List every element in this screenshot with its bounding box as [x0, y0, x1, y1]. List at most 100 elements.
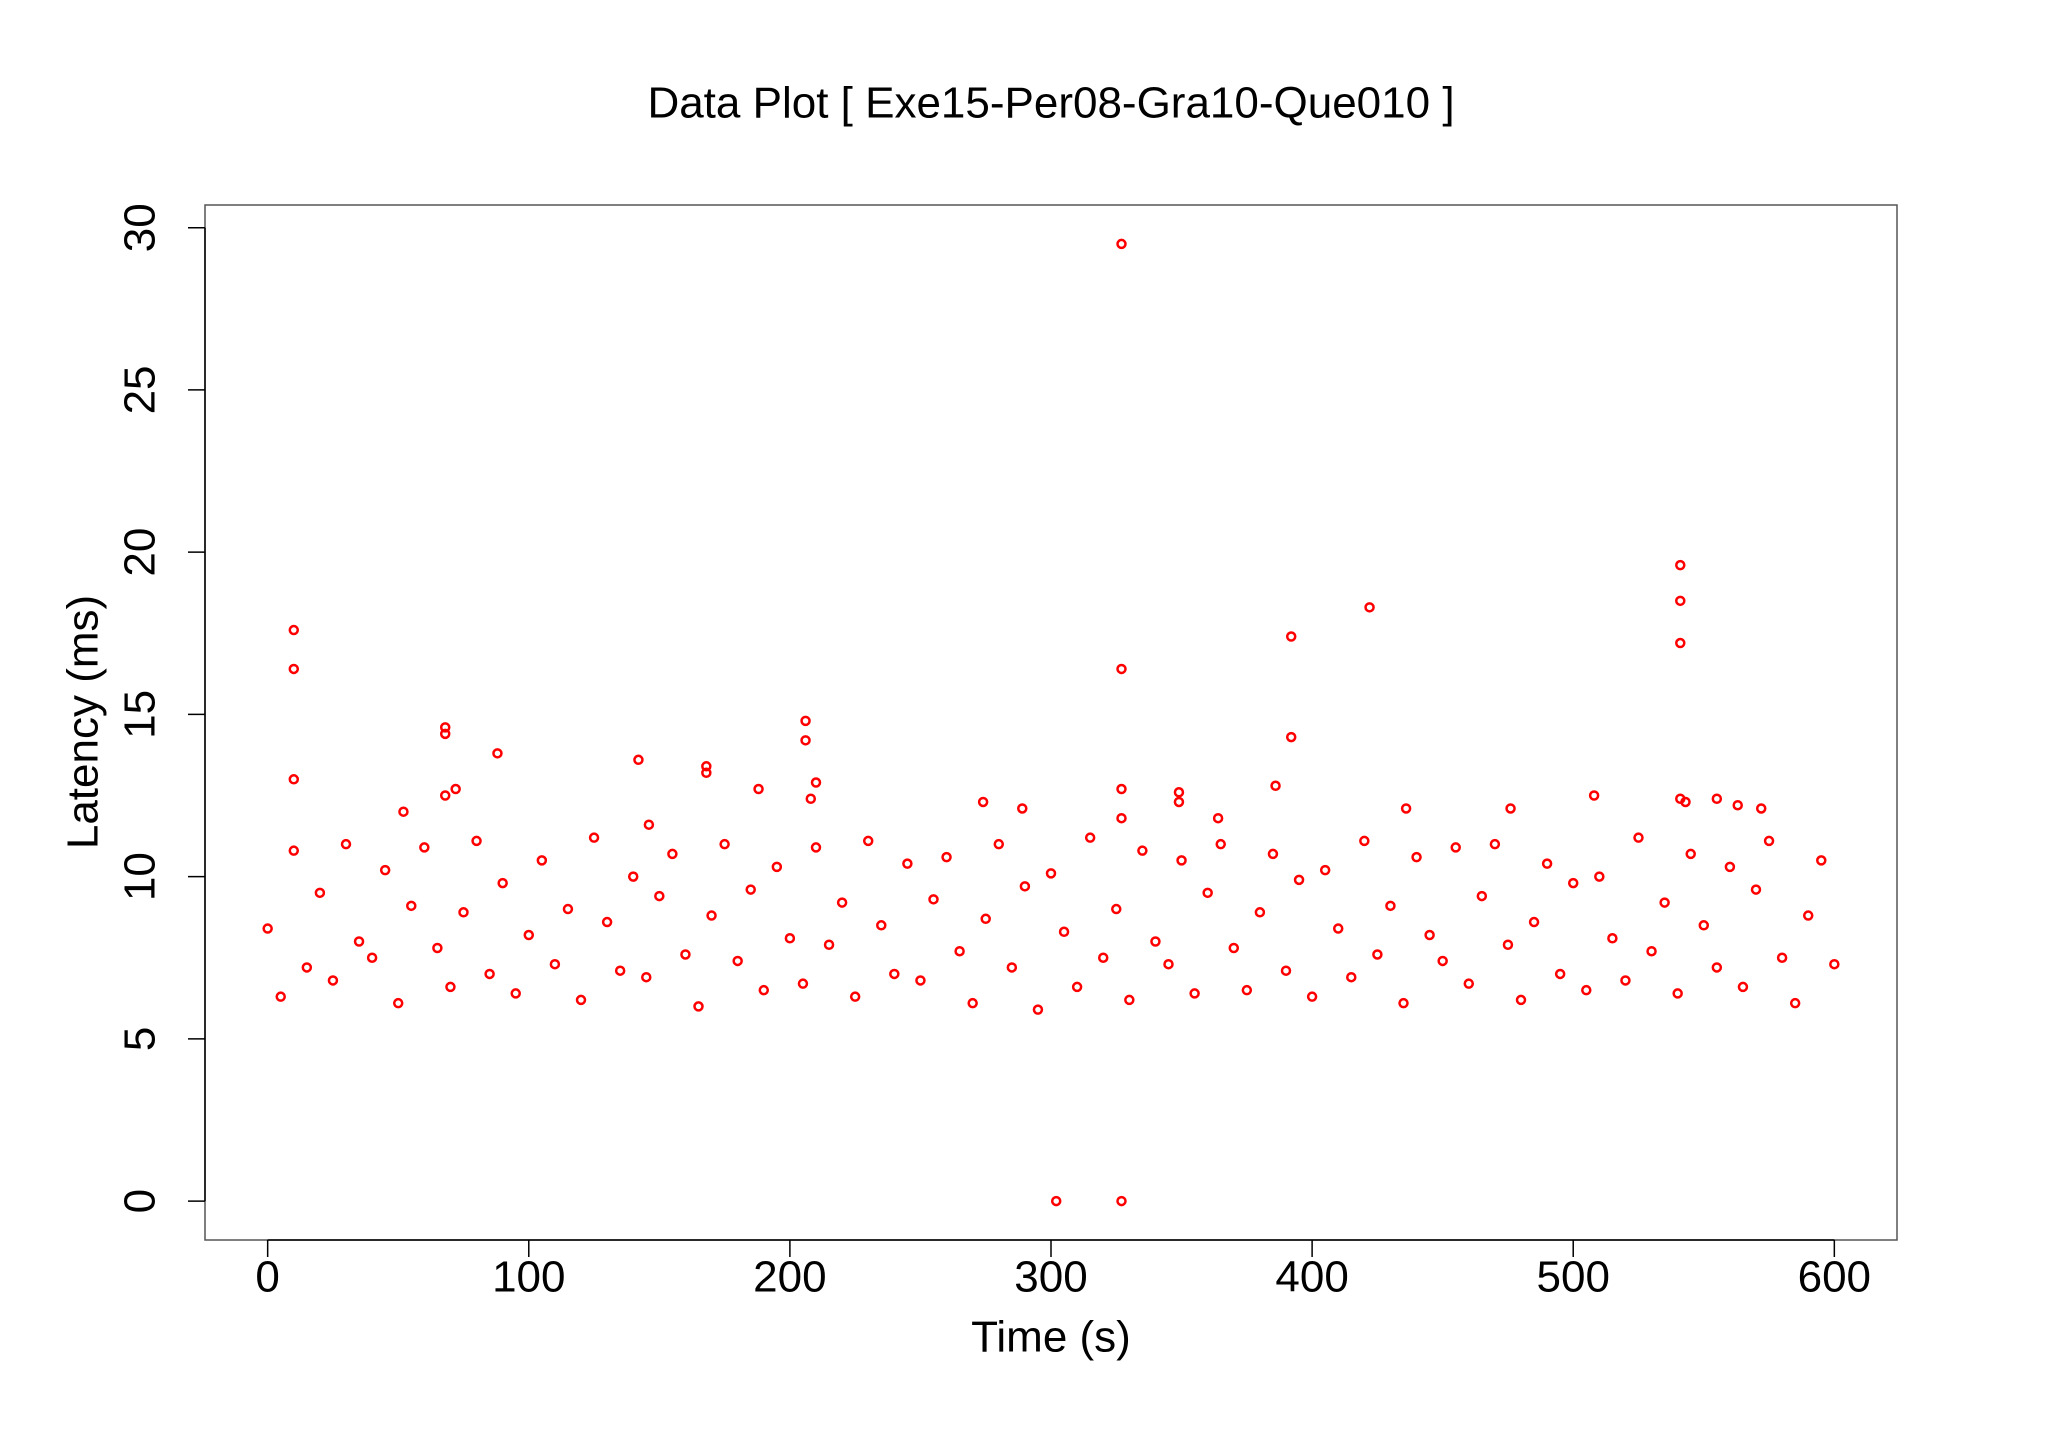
point [967, 997, 978, 1009]
point [288, 845, 300, 856]
point [1270, 780, 1281, 792]
point [536, 855, 548, 866]
point [889, 968, 900, 980]
point [275, 991, 286, 1002]
point [1306, 991, 1318, 1002]
y-tick-label: 0 [116, 1189, 165, 1213]
point [450, 783, 461, 795]
y-tick-label: 25 [116, 365, 165, 414]
point [432, 942, 443, 954]
point [1400, 803, 1412, 814]
x-tick-label: 600 [1798, 1253, 1871, 1302]
point [1672, 988, 1683, 999]
point [1476, 890, 1488, 902]
point [353, 936, 365, 947]
point [1489, 838, 1501, 850]
point [458, 907, 469, 918]
point [1675, 559, 1686, 571]
point [1646, 945, 1657, 957]
point [810, 842, 822, 853]
point [510, 988, 521, 999]
point [301, 962, 313, 973]
point [1659, 897, 1670, 908]
point [1050, 1195, 1062, 1207]
point [1280, 965, 1292, 976]
point [1829, 958, 1840, 970]
point [288, 774, 300, 785]
point [1176, 855, 1187, 866]
point [1607, 933, 1618, 944]
point [849, 991, 861, 1002]
point [1675, 637, 1686, 649]
point [1450, 842, 1461, 853]
point [1541, 858, 1553, 869]
point [1755, 803, 1767, 814]
point [1411, 851, 1422, 863]
x-tick-label: 500 [1537, 1253, 1610, 1302]
point [1346, 971, 1357, 983]
y-tick-label: 30 [116, 203, 165, 252]
point [262, 923, 273, 934]
point [1359, 835, 1370, 847]
point [1620, 975, 1631, 986]
point [667, 848, 678, 860]
point [706, 910, 717, 921]
point [1189, 988, 1200, 999]
point [1032, 1004, 1044, 1015]
point [1698, 920, 1710, 931]
point [1111, 903, 1122, 915]
point [915, 975, 926, 986]
point [1502, 939, 1514, 950]
point [753, 783, 764, 795]
x-tick-label: 400 [1275, 1253, 1348, 1302]
point [1594, 871, 1605, 882]
point [836, 897, 848, 908]
point [1116, 812, 1127, 824]
y-tick-label: 5 [116, 1027, 165, 1051]
point [1150, 936, 1161, 947]
point [588, 832, 600, 843]
point [1802, 910, 1814, 921]
point [523, 929, 535, 941]
y-tick-label: 15 [116, 690, 165, 739]
point [1398, 997, 1409, 1009]
point [1816, 855, 1827, 866]
point [1711, 962, 1723, 973]
point [654, 890, 665, 902]
point [1737, 981, 1749, 993]
point [439, 790, 451, 801]
point [1163, 958, 1174, 970]
point [1285, 731, 1297, 743]
point [575, 994, 587, 1006]
point [1084, 832, 1096, 843]
point [1763, 835, 1775, 847]
point [745, 884, 756, 895]
point [1071, 981, 1083, 993]
y-tick-label: 20 [116, 528, 165, 577]
point [862, 835, 874, 847]
point [1137, 845, 1148, 856]
point [680, 949, 691, 960]
point [1750, 884, 1762, 895]
x-tick-label: 200 [753, 1253, 826, 1302]
point [771, 861, 783, 873]
point [288, 663, 300, 675]
point [701, 761, 712, 772]
point [902, 858, 913, 869]
point [492, 748, 503, 759]
point [1515, 994, 1527, 1006]
point [800, 735, 811, 746]
point [1364, 602, 1375, 613]
point [1285, 631, 1297, 642]
point [1711, 793, 1723, 804]
point [993, 838, 1005, 850]
point [810, 777, 822, 788]
point [497, 877, 508, 889]
point [797, 978, 809, 989]
point [1116, 783, 1127, 795]
point [340, 838, 352, 850]
point [1385, 900, 1396, 912]
point [484, 968, 495, 980]
